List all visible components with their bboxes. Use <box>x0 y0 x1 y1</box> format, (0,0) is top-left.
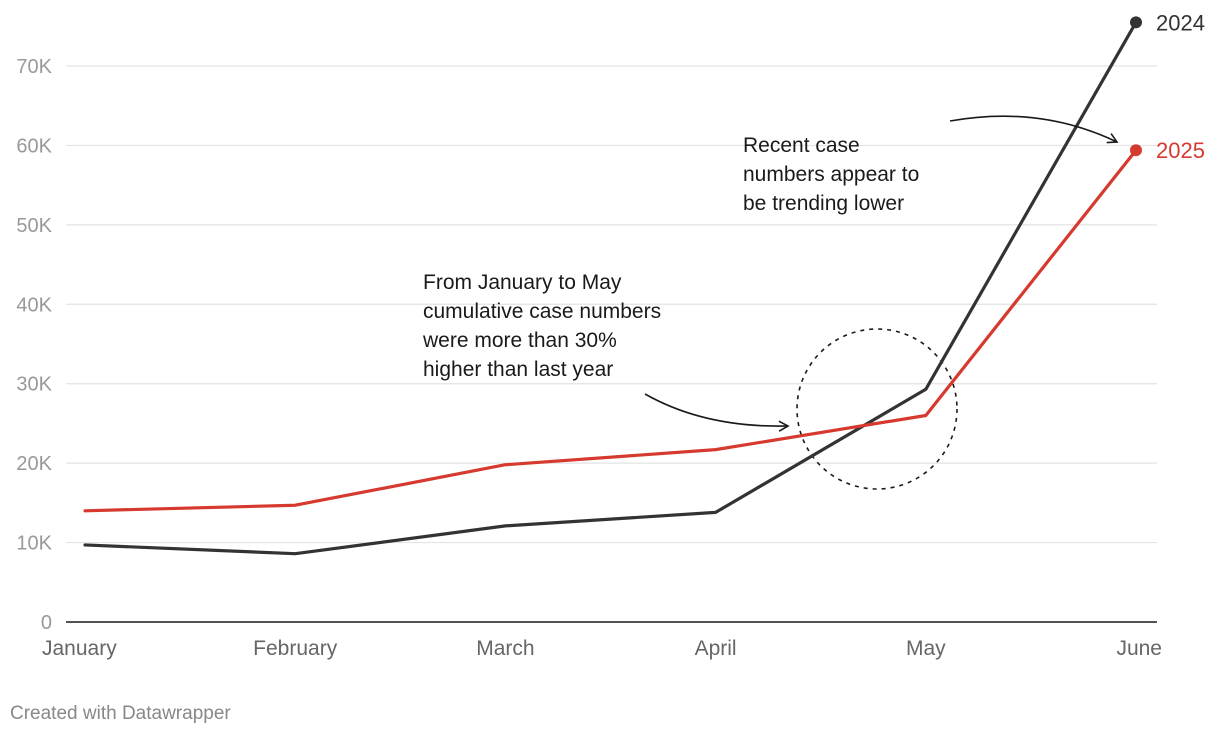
gridlines <box>66 65 1157 544</box>
series-label-2024: 2024 <box>1156 10 1205 35</box>
x-tick-label: February <box>253 637 338 660</box>
y-tick-label: 30K <box>16 374 52 396</box>
x-axis-ticks: January February March April May June <box>42 637 1162 660</box>
annotation-line: be trending lower <box>743 192 904 215</box>
annotation-line: were more than 30% <box>422 329 617 352</box>
x-tick-label: March <box>476 637 534 660</box>
x-tick-label: January <box>42 637 117 660</box>
annotation-arrow-trending <box>949 115 1119 144</box>
annotation-line: cumulative case numbers <box>423 300 661 323</box>
line-chart: 0 10K 20K 30K 40K 50K 60K 70K January February Ma… <box>16 10 1205 660</box>
y-tick-label: 10K <box>16 533 52 555</box>
series-line-2025 <box>83 148 1138 513</box>
series-label-2025: 2025 <box>1156 138 1205 163</box>
annotation-line: higher than last year <box>423 358 613 381</box>
y-tick-label: 0 <box>41 612 52 634</box>
y-tick-label: 40K <box>16 294 52 316</box>
annotation-arrow-cumulative <box>644 393 790 432</box>
annotation-line: From January to May <box>423 271 622 294</box>
series-line-2024 <box>83 20 1138 556</box>
annotation-line: Recent case <box>743 134 860 157</box>
y-tick-label: 20K <box>16 453 52 475</box>
series-lines: 2024 2025 <box>83 10 1205 556</box>
datawrapper-credit: Created with Datawrapper <box>10 703 231 724</box>
highlight-circle <box>796 328 958 490</box>
y-tick-label: 50K <box>16 215 52 237</box>
y-axis-ticks: 0 10K 20K 30K 40K 50K 60K 70K <box>16 56 52 634</box>
annotation-line: numbers appear to <box>743 163 919 186</box>
x-tick-label: April <box>695 637 737 660</box>
annotation-cumulative: From January to May cumulative case numb… <box>422 271 667 381</box>
series-endpoint-2025 <box>1130 144 1142 157</box>
annotation-trending: Recent case numbers appear to be trendin… <box>743 134 925 215</box>
y-tick-label: 60K <box>16 135 52 157</box>
series-endpoint-2024 <box>1130 16 1142 29</box>
y-tick-label: 70K <box>16 56 52 78</box>
x-tick-label: June <box>1116 637 1162 660</box>
x-tick-label: May <box>906 637 946 660</box>
